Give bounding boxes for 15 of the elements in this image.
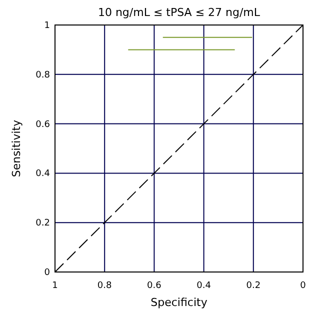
x-tick-label: 1 xyxy=(52,281,58,291)
y-tick-label: 0.2 xyxy=(36,218,50,229)
y-tick-label: 0.6 xyxy=(36,120,50,130)
y-tick-label: 0.8 xyxy=(36,70,50,80)
y-tick-label: 0.4 xyxy=(36,169,50,180)
x-tick-label: 0.6 xyxy=(147,281,162,291)
x-axis-title: Specificity xyxy=(150,296,208,309)
y-tick-label: 1 xyxy=(44,21,50,31)
x-tick-label: 0.8 xyxy=(97,281,112,291)
y-axis-title: Sensitivity xyxy=(10,119,23,178)
x-tick-label: 0.4 xyxy=(196,281,212,291)
y-tick-label: 0 xyxy=(44,268,50,278)
chart-title: 10 ng/mL ≤ tPSA ≤ 27 ng/mL xyxy=(98,6,261,19)
x-tick-label: 0.2 xyxy=(246,281,261,291)
x-tick-label: 0 xyxy=(300,281,306,291)
